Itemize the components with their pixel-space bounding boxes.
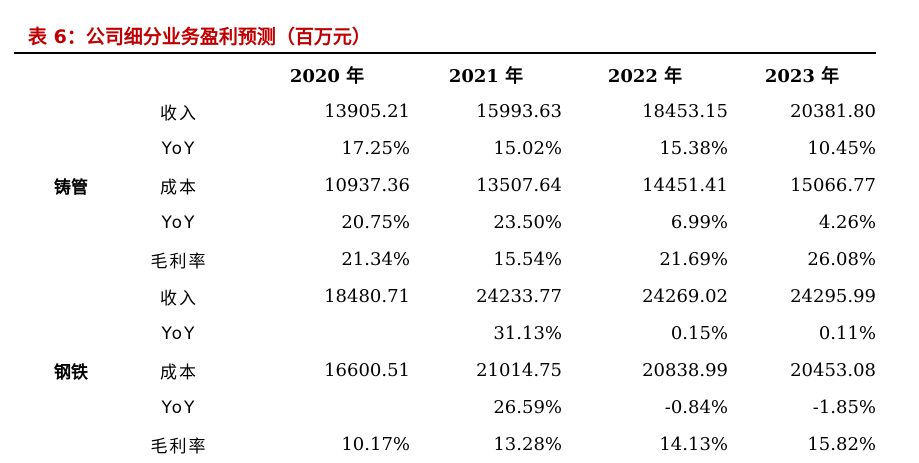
header-blank — [114, 56, 244, 93]
value-cell: 16600.51 — [324, 360, 410, 381]
value-cell: 20838.99 — [642, 360, 728, 381]
value-cell — [244, 315, 410, 352]
value-cell: 10937.36 — [324, 175, 410, 196]
value-cell: -1.85% — [812, 397, 876, 418]
table-row: YoY 17.25% 15.02% 15.38% 10.45% — [14, 130, 876, 167]
table-row: 成本 10937.36 13507.64 14451.41 15066.77 — [14, 167, 876, 204]
title-divider — [14, 52, 876, 54]
value-cell: 23.50% — [493, 212, 562, 233]
table-row: YoY 20.75% 23.50% 6.99% 4.26% — [14, 204, 876, 241]
value-cell: 15.54% — [493, 249, 562, 270]
metric-label: 收入 — [160, 104, 198, 124]
forecast-table: 2020 年 2021 年 2022 年 2023 年 铸管 收入 13905.… — [14, 56, 876, 463]
value-cell: 0.15% — [670, 323, 728, 344]
table-row: 毛利率 10.17% 13.28% 14.13% 15.82% — [14, 426, 877, 463]
value-cell: 24295.99 — [790, 286, 876, 307]
value-cell: 18453.15 — [642, 101, 728, 122]
table-title: 表 6：公司细分业务盈利预测（百万元） — [28, 26, 371, 48]
segment-label: 钢铁 — [54, 363, 88, 383]
value-cell: 10.45% — [807, 138, 876, 159]
metric-label: YoY — [161, 323, 197, 344]
table-row: 铸管 收入 13905.21 15993.63 18453.15 20381.8… — [14, 93, 876, 198]
metric-label: YoY — [161, 397, 197, 418]
value-cell: 10.17% — [341, 434, 410, 455]
value-cell: 21.34% — [341, 249, 410, 270]
value-cell: 6.99% — [670, 212, 728, 233]
value-cell: 14451.41 — [642, 175, 728, 196]
year-header-2023: 2023 年 — [764, 65, 840, 87]
value-cell: 13905.21 — [324, 101, 410, 122]
value-cell: 0.11% — [818, 323, 876, 344]
value-cell: 13.28% — [493, 434, 562, 455]
value-cell: 20453.08 — [790, 360, 876, 381]
metric-label: 成本 — [160, 178, 198, 198]
value-cell: 20381.80 — [790, 101, 876, 122]
value-cell: 26.59% — [493, 397, 562, 418]
table-row: 毛利率 21.34% 15.54% 21.69% 26.08% — [14, 241, 877, 278]
value-cell: 4.26% — [818, 212, 876, 233]
value-cell: 15.02% — [493, 138, 562, 159]
metric-label: YoY — [161, 138, 197, 159]
value-cell: -0.84% — [664, 397, 728, 418]
value-cell: 31.13% — [493, 323, 562, 344]
value-cell: 15066.77 — [790, 175, 876, 196]
value-cell: 21014.75 — [476, 360, 562, 381]
table-row: YoY 26.59% -0.84% -1.85% — [14, 389, 876, 426]
table-row: 成本 16600.51 21014.75 20838.99 20453.08 — [14, 352, 876, 389]
value-cell: 13507.64 — [476, 175, 562, 196]
value-cell — [244, 389, 410, 426]
year-header-2020: 2020 年 — [289, 65, 365, 87]
metric-label: 毛利率 — [150, 437, 208, 457]
metric-label: YoY — [161, 212, 197, 233]
value-cell: 20.75% — [341, 212, 410, 233]
value-cell: 26.08% — [807, 249, 876, 270]
value-cell: 15.38% — [659, 138, 728, 159]
value-cell: 24233.77 — [476, 286, 562, 307]
segment-label: 铸管 — [54, 178, 88, 198]
value-cell: 21.69% — [659, 249, 728, 270]
metric-label: 毛利率 — [150, 252, 208, 272]
value-cell: 14.13% — [659, 434, 728, 455]
header-blank — [14, 56, 114, 93]
header-row: 2020 年 2021 年 2022 年 2023 年 — [14, 56, 876, 93]
value-cell: 15993.63 — [476, 101, 562, 122]
table-row: 钢铁 收入 18480.71 24233.77 24269.02 24295.9… — [14, 278, 876, 383]
value-cell: 17.25% — [341, 138, 410, 159]
metric-label: 收入 — [160, 289, 198, 309]
value-cell: 15.82% — [807, 434, 876, 455]
year-header-2022: 2022 年 — [607, 65, 683, 87]
year-header-2021: 2021 年 — [448, 65, 524, 87]
value-cell: 18480.71 — [324, 286, 410, 307]
metric-label: 成本 — [160, 363, 198, 383]
table-row: YoY 31.13% 0.15% 0.11% — [14, 315, 876, 352]
value-cell: 24269.02 — [642, 286, 728, 307]
